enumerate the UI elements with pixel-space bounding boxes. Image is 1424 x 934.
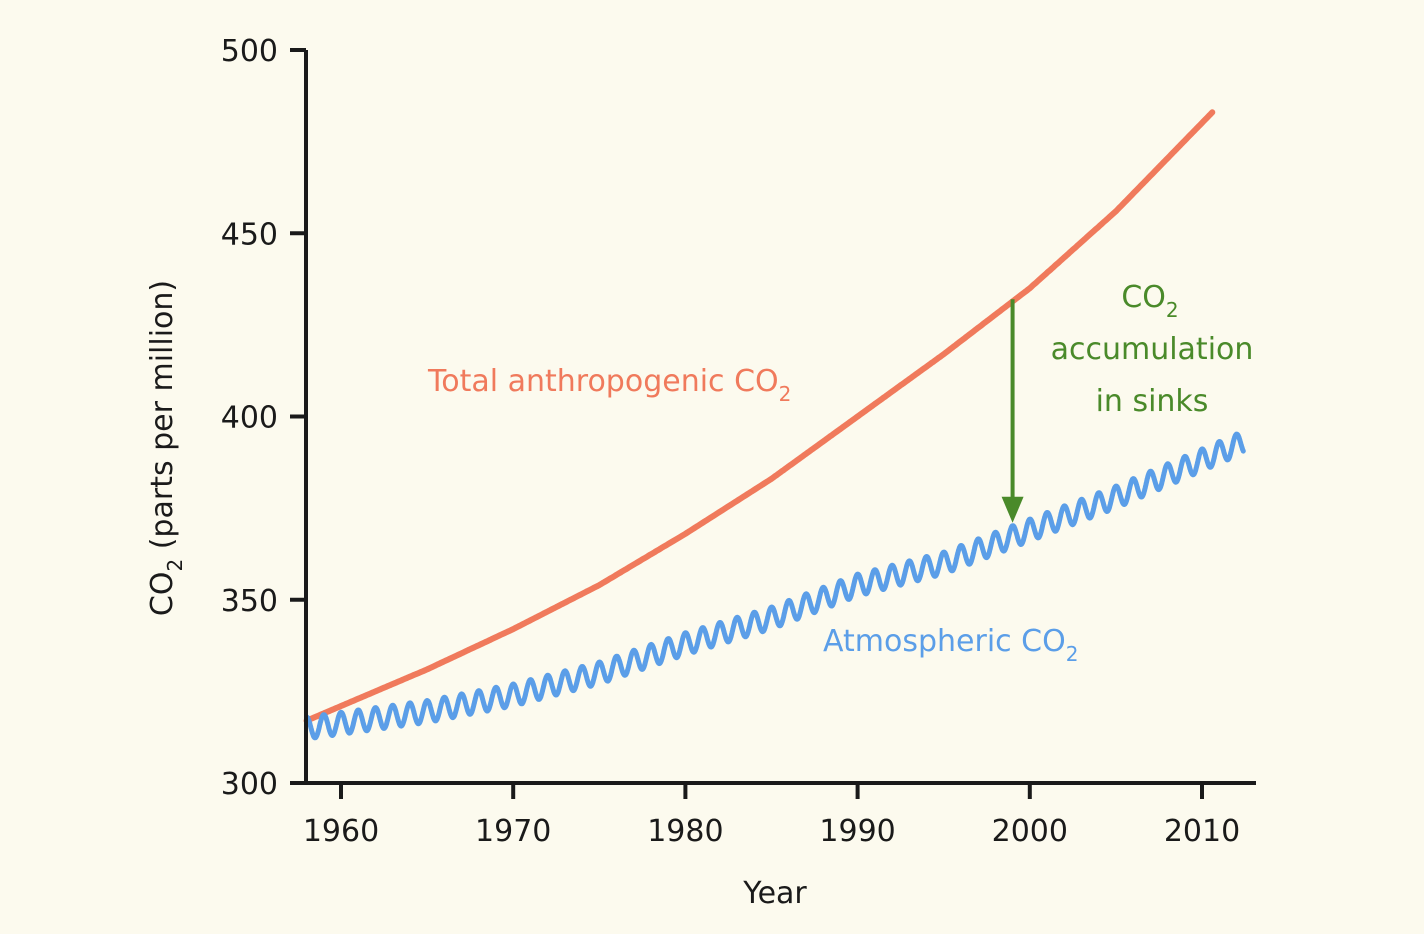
atmospheric-label: Atmospheric CO2 [823, 624, 1078, 666]
total-anthropogenic-line [303, 109, 1216, 724]
y-title-rest: (parts per million) [145, 280, 180, 559]
x-tick-label-1980: 1980 [647, 814, 723, 849]
sinks-co-sub: 2 [1166, 298, 1179, 322]
total-anthropogenic-label: Total anthropogenic CO2 [427, 364, 791, 406]
x-tick-label-2010: 2010 [1164, 814, 1240, 849]
x-tick-label-1960: 1960 [303, 814, 379, 849]
y-title-main: CO [145, 572, 180, 617]
y-tick-label-350: 350 [221, 584, 278, 619]
y-title-sub: 2 [163, 559, 187, 572]
x-tick-label-2000: 2000 [992, 814, 1068, 849]
annotation-layer [1001, 299, 1024, 523]
x-axis-title: Year [742, 876, 807, 911]
sinks-co-main: CO [1121, 280, 1166, 315]
series-layer [303, 109, 1246, 741]
total-label-main: Total anthropogenic CO [427, 364, 779, 399]
x-tick-label-1990: 1990 [819, 814, 895, 849]
axes-layer: 300 350 400 450 500 1960 1970 1980 1990 2000 2010 [221, 34, 1256, 849]
sinks-label-line-1: CO2 [1121, 280, 1178, 322]
sinks-label-line-3: in sinks [1096, 384, 1209, 419]
y-tick-label-450: 450 [221, 217, 278, 252]
sinks-arrow-head [1001, 496, 1024, 523]
atmos-label-main: Atmospheric CO [823, 624, 1066, 659]
atmospheric-line [304, 431, 1246, 741]
y-tick-label-500: 500 [221, 34, 278, 69]
x-tick-label-1970: 1970 [475, 814, 551, 849]
sinks-label-line-2: accumulation [1051, 332, 1254, 367]
total-label-sub: 2 [779, 382, 792, 406]
y-axis-title: CO2 (parts per million) [145, 280, 187, 616]
atmos-label-sub: 2 [1066, 642, 1079, 666]
y-tick-label-300: 300 [221, 767, 278, 802]
y-tick-label-400: 400 [221, 401, 278, 436]
